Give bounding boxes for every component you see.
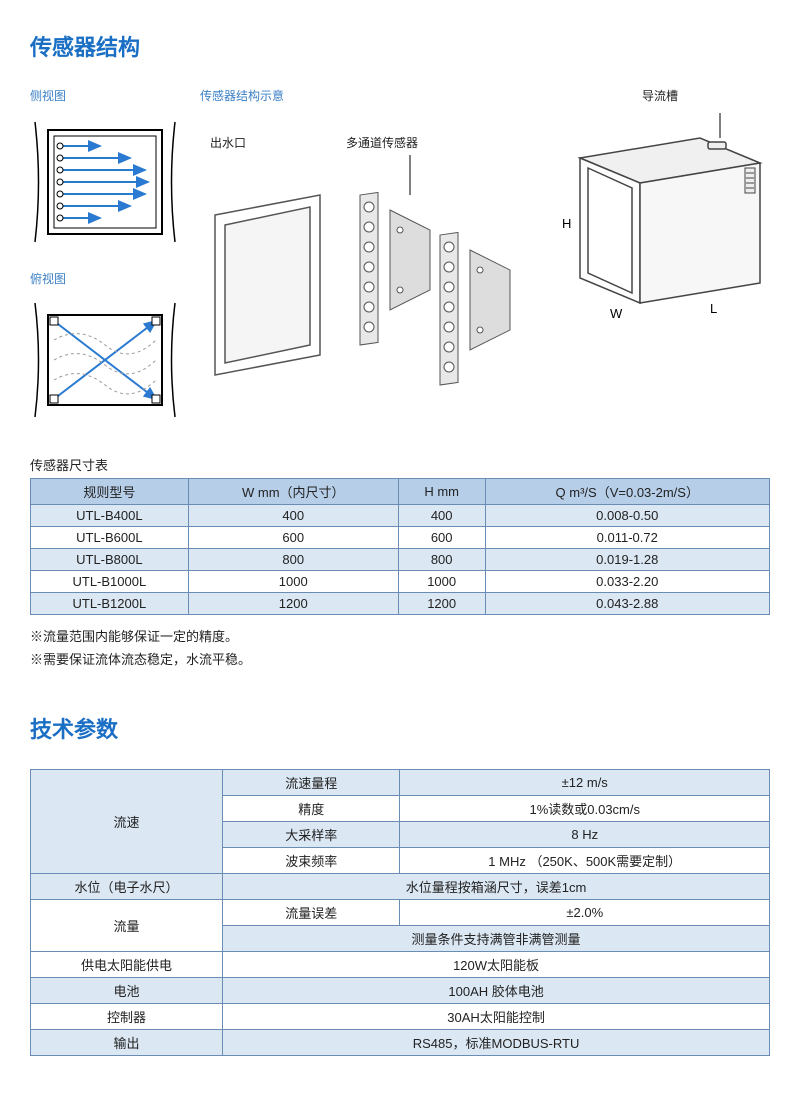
tech-val: ±12 m/s	[400, 769, 770, 795]
tech-val: 1%读数或0.03cm/s	[400, 795, 770, 821]
tech-group: 流量	[31, 899, 223, 951]
table-cell: UTL-B1200L	[31, 593, 189, 615]
label-schematic: 传感器结构示意	[200, 87, 530, 104]
note-2: ※需要保证流体流态稳定，水流平稳。	[30, 648, 770, 671]
size-th-1: W mm（内尺寸）	[188, 479, 398, 505]
tech-group: 水位（电子水尺）	[31, 873, 223, 899]
tech-group: 流速	[31, 769, 223, 873]
tech-key: 大采样率	[223, 821, 400, 847]
tech-key: 流速量程	[223, 769, 400, 795]
label-multichannel: 多通道传感器	[346, 134, 418, 151]
tech-val: 30AH太阳能控制	[223, 1003, 770, 1029]
top-view-diagram	[30, 295, 180, 425]
tech-key: 波束频率	[223, 847, 400, 873]
tech-key: 流量误差	[223, 899, 400, 925]
table-cell: 0.019-1.28	[485, 549, 769, 571]
table-cell: 1200	[398, 593, 485, 615]
exploded-diagram	[200, 155, 520, 415]
table-cell: UTL-B800L	[31, 549, 189, 571]
tech-params-table: 流速 流速量程 ±12 m/s 精度 1%读数或0.03cm/s 大采样率 8 …	[30, 769, 770, 1056]
section-title-tech: 技术参数	[30, 712, 770, 744]
table-cell: 400	[188, 505, 398, 527]
table-cell: 800	[398, 549, 485, 571]
table-cell: 0.033-2.20	[485, 571, 769, 593]
table-cell: 1000	[398, 571, 485, 593]
label-channel: 导流槽	[642, 89, 678, 103]
dim-h: H	[562, 216, 571, 231]
table-cell: 600	[398, 527, 485, 549]
diagrams-row: 侧视图	[30, 87, 770, 425]
size-th-3: Q m³/S（V=0.03-2m/S）	[485, 479, 769, 505]
table-cell: 0.008-0.50	[485, 505, 769, 527]
table-cell: 400	[398, 505, 485, 527]
tech-val: 1 MHz （250K、500K需要定制）	[400, 847, 770, 873]
table-cell: 1200	[188, 593, 398, 615]
tech-group: 控制器	[31, 1003, 223, 1029]
tech-val: 120W太阳能板	[223, 951, 770, 977]
side-view-diagram	[30, 112, 180, 252]
size-th-0: 规则型号	[31, 479, 189, 505]
size-table-caption: 传感器尺寸表	[30, 455, 770, 474]
tech-val: 100AH 胶体电池	[223, 977, 770, 1003]
tech-group: 输出	[31, 1029, 223, 1055]
label-side-view: 侧视图	[30, 87, 180, 104]
size-table: 规则型号 W mm（内尺寸） H mm Q m³/S（V=0.03-2m/S） …	[30, 478, 770, 615]
label-top-view: 俯视图	[30, 270, 180, 287]
dim-w: W	[610, 306, 623, 321]
tech-val: 测量条件支持满管非满管测量	[223, 925, 770, 951]
table-cell: 600	[188, 527, 398, 549]
size-th-2: H mm	[398, 479, 485, 505]
table-cell: 1000	[188, 571, 398, 593]
section-title-structure: 传感器结构	[30, 30, 770, 62]
table-cell: UTL-B600L	[31, 527, 189, 549]
table-cell: 0.011-0.72	[485, 527, 769, 549]
tech-group: 电池	[31, 977, 223, 1003]
tech-group: 供电太阳能供电	[31, 951, 223, 977]
tech-val: RS485，标准MODBUS-RTU	[223, 1029, 770, 1055]
label-outlet: 出水口	[210, 134, 246, 151]
iso-box-diagram: H W L	[550, 108, 770, 328]
tech-val: 水位量程按箱涵尺寸，误差1cm	[223, 873, 770, 899]
tech-val: 8 Hz	[400, 821, 770, 847]
tech-key: 精度	[223, 795, 400, 821]
dim-l: L	[710, 301, 717, 316]
table-cell: UTL-B400L	[31, 505, 189, 527]
table-cell: UTL-B1000L	[31, 571, 189, 593]
table-cell: 800	[188, 549, 398, 571]
note-1: ※流量范围内能够保证一定的精度。	[30, 625, 770, 648]
tech-val: ±2.0%	[400, 899, 770, 925]
table-cell: 0.043-2.88	[485, 593, 769, 615]
